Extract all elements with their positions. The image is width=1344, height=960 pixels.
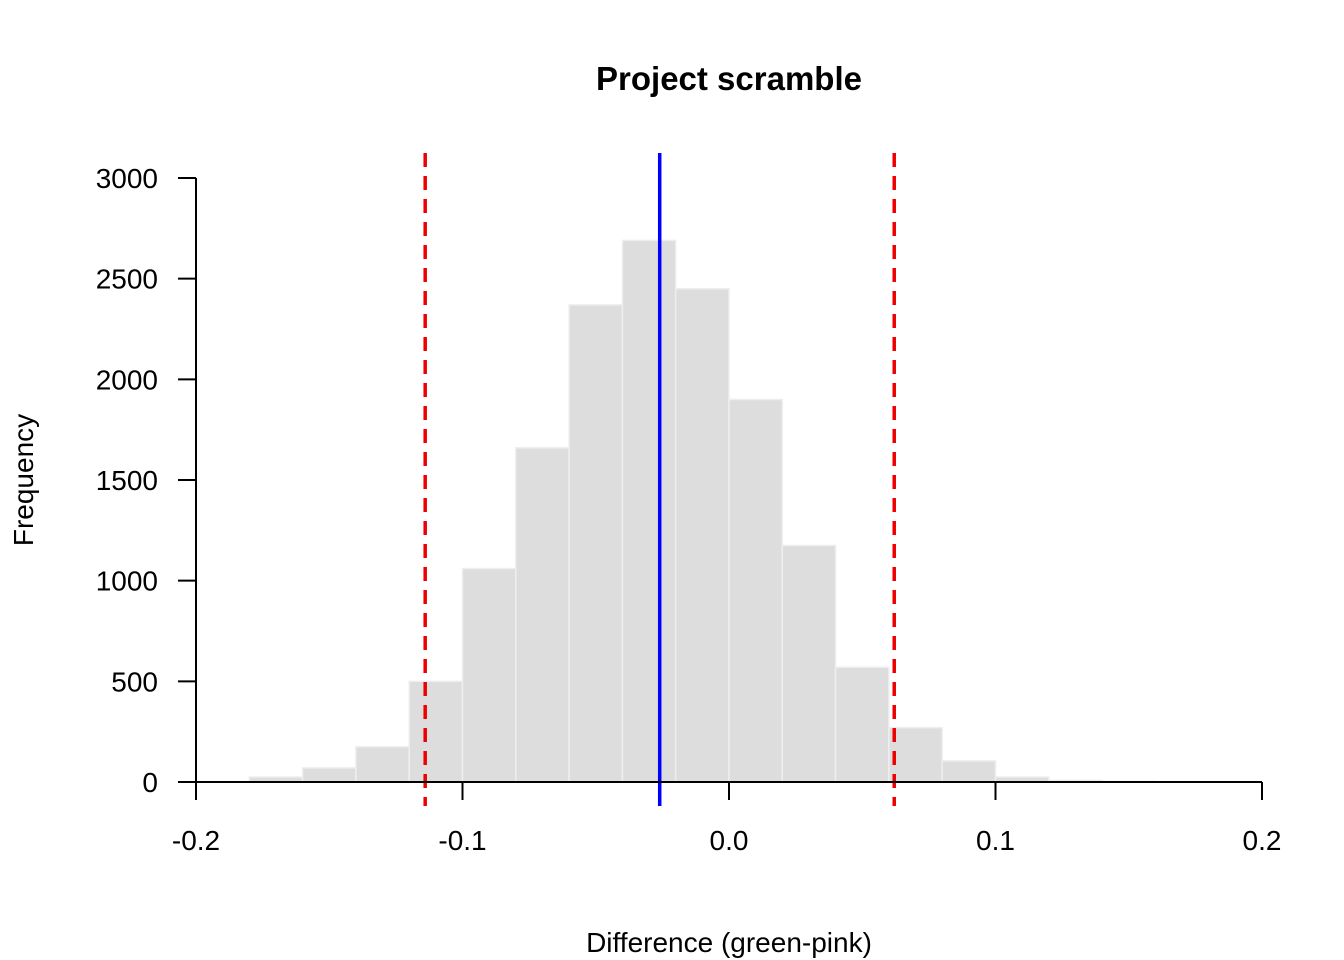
histogram-bar (408, 680, 464, 783)
x-tick-label: -0.1 (438, 825, 486, 856)
histogram-bar (941, 760, 997, 783)
x-axis: -0.2 -0.1 0.0 0.1 0.2 (172, 781, 1282, 856)
y-axis-label: Frequency (8, 414, 39, 546)
y-tick-label: 1500 (96, 465, 158, 496)
histogram-bar (355, 746, 410, 783)
histogram-bar (301, 767, 357, 783)
histogram-bar (781, 544, 837, 783)
y-tick-label: 1000 (96, 566, 158, 597)
y-axis: 0 500 1000 1500 2000 2500 3000 (96, 163, 197, 798)
histogram-bar (674, 287, 730, 783)
histogram-bar (728, 398, 784, 783)
histogram-bar (834, 666, 890, 783)
x-tick-label: 0.0 (710, 825, 749, 856)
histogram-bar (461, 567, 517, 783)
y-tick-label: 2000 (96, 364, 158, 395)
x-tick-label: 0.2 (1243, 825, 1282, 856)
y-tick-label: 0 (142, 767, 158, 798)
histogram-bar (515, 447, 570, 783)
x-tick-label: -0.2 (172, 825, 220, 856)
reference-lines (423, 153, 896, 806)
y-tick-label: 2500 (96, 264, 158, 295)
x-axis-label: Difference (green-pink) (586, 927, 872, 958)
x-tick-label: 0.1 (976, 825, 1015, 856)
y-tick-label: 3000 (96, 163, 158, 194)
chart-title: Project scramble (596, 60, 862, 97)
histogram-bars (248, 239, 1157, 783)
histogram-bar (888, 726, 943, 783)
y-tick-label: 500 (111, 666, 158, 697)
histogram-bar (621, 239, 677, 783)
histogram-bar (568, 304, 624, 783)
